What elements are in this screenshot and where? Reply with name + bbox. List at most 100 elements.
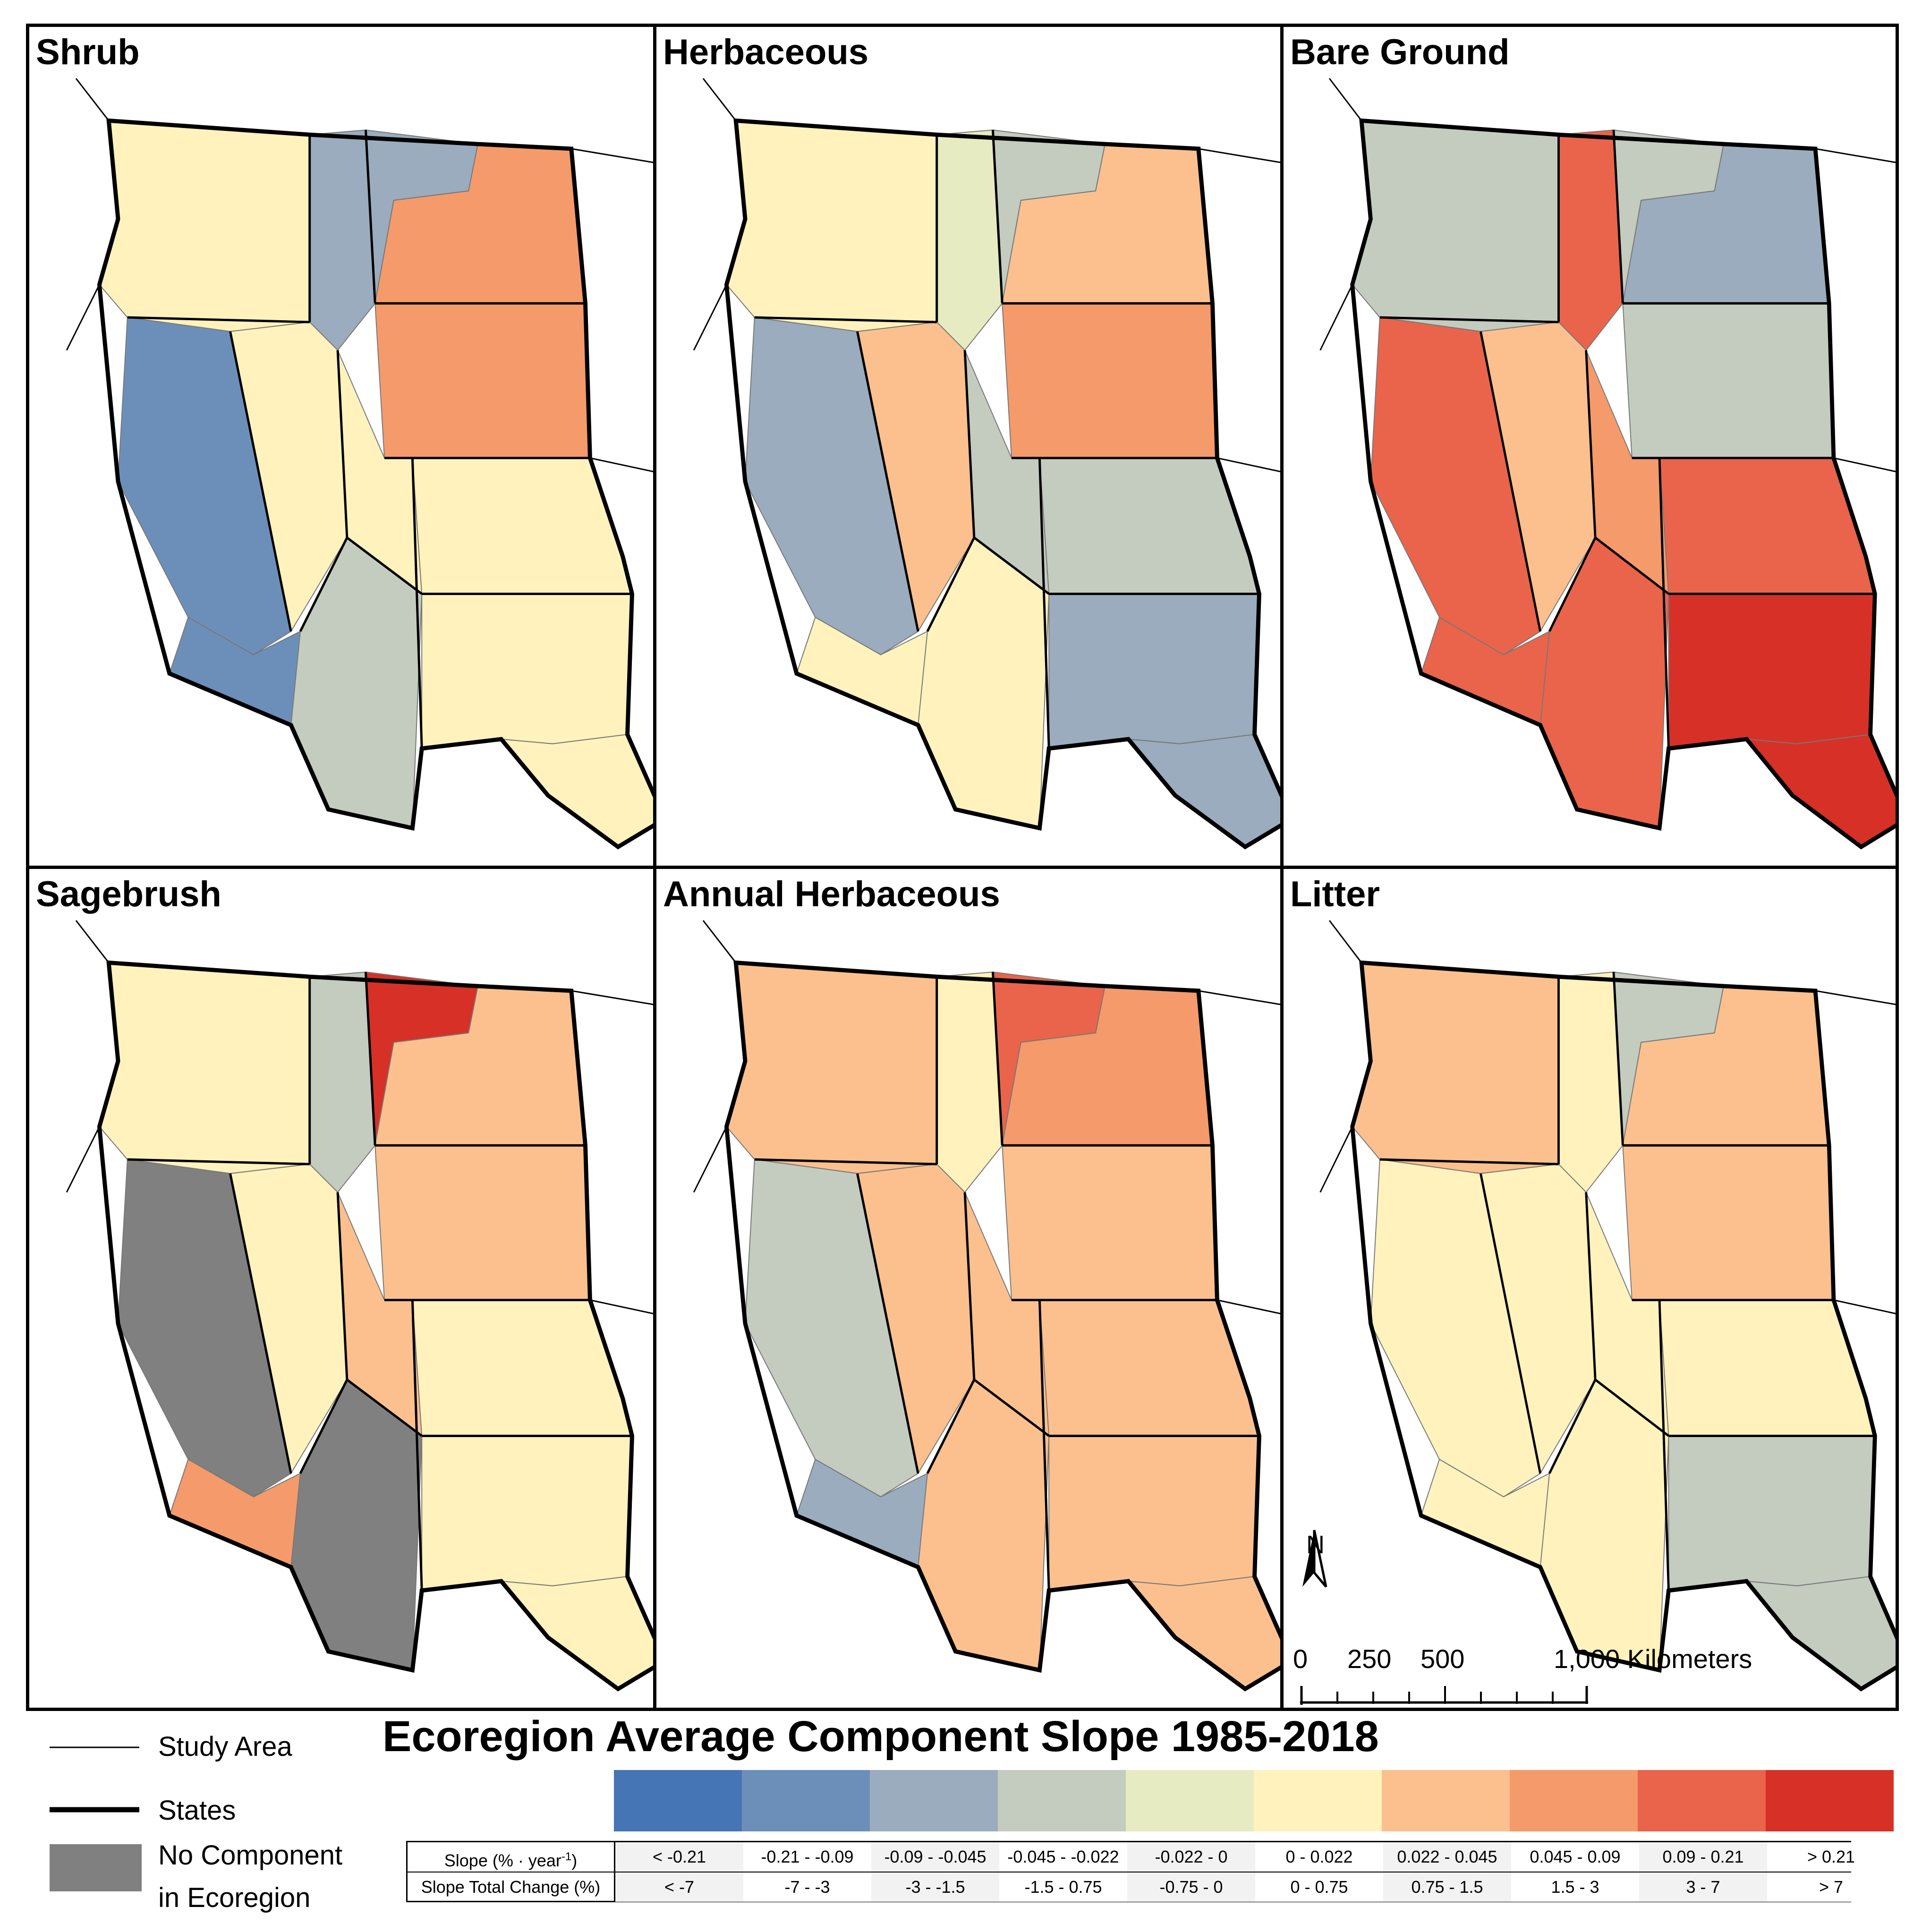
state-border (754, 316, 937, 323)
states-outline (724, 118, 1280, 850)
scale-label-0: 0 (1293, 1644, 1308, 1674)
study-area-line (1198, 990, 1280, 1005)
legend-total-cell-5: 0 - 0.75 (1255, 1872, 1383, 1902)
ecoregion-wy (374, 1145, 591, 1301)
scale-label-250: 250 (1347, 1644, 1392, 1674)
legend-no-component-2: in Ecoregion (158, 1882, 311, 1913)
scale-bar (1300, 1686, 1588, 1705)
legend-total-cell-6: 0.75 - 1.5 (1383, 1872, 1511, 1902)
ecoregion-idaho (1558, 129, 1624, 351)
panel-title: Sagebrush (36, 874, 221, 914)
panel-sagebrush: Sagebrush (26, 866, 656, 1711)
legend-total-cell-1: -7 - -3 (743, 1872, 871, 1902)
panel-herbaceous: Herbaceous (653, 24, 1284, 869)
state-border (364, 130, 376, 304)
state-border (1548, 1379, 1597, 1474)
legend-slope-cell-0: < -0.21 (615, 1842, 743, 1872)
ecoregion-nw (1352, 120, 1559, 332)
ecoregion-tx (1745, 1576, 1896, 1690)
ecoregion-nm (421, 1435, 633, 1592)
ecoregion-tx (1745, 734, 1896, 848)
ecoregion-tx (500, 734, 653, 848)
legend-slope-cell-5: 0 - 0.022 (1255, 1842, 1383, 1872)
panel-litter: Litter N 0 250 500 1,000 Kilometers (1280, 866, 1899, 1711)
study-area-line (590, 457, 653, 473)
study-area-line (1217, 1299, 1280, 1315)
legend-slope-cell-1: -0.21 - -0.09 (743, 1842, 871, 1872)
state-border (411, 1300, 423, 1591)
study-area-line (1815, 990, 1896, 1005)
study-area-line (1833, 1299, 1896, 1315)
legend-total-cell-2: -3 - -1.5 (871, 1872, 999, 1902)
ecoregion-wy (1622, 1145, 1834, 1301)
state-border (856, 1173, 919, 1474)
state-border (991, 130, 1004, 304)
legend-total-cell-9: > 7 (1767, 1872, 1895, 1902)
ecoregion-wy (1002, 1145, 1218, 1301)
legend-slope-cell-8: 0.09 - 0.21 (1639, 1842, 1767, 1872)
state-border (1480, 1173, 1542, 1474)
north-label: N (1306, 1531, 1325, 1559)
state-border (229, 1173, 292, 1474)
map-bare-ground (1319, 78, 1896, 850)
ecoregion-idaho (936, 129, 1003, 351)
legend-title: Ecoregion Average Component Slope 1985-2… (383, 1712, 1379, 1761)
legend-swatch-7 (1510, 1770, 1638, 1831)
legend-swatch-1 (742, 1770, 870, 1831)
states-outline (97, 118, 653, 850)
state-border (229, 331, 292, 632)
panel-title: Shrub (36, 32, 140, 72)
legend-table: Slope (% · year-1) < -0.21 -0.21 - -0.09-… (406, 1841, 1895, 1902)
panel-title: Litter (1290, 874, 1380, 914)
states-line-icon (50, 1807, 139, 1813)
panel-title: Herbaceous (663, 32, 869, 72)
legend-total-cell-3: -1.5 - 0.75 (999, 1872, 1127, 1902)
map-litter (1319, 920, 1896, 1692)
ecoregion-wy (374, 303, 591, 459)
legend-total-row: Slope Total Change (%) < -7 -7 - -3 -3 - -… (408, 1872, 1895, 1902)
ecoregion-nm (1048, 1435, 1260, 1592)
scale-label-500: 500 (1420, 1644, 1465, 1674)
ecoregion-idaho (936, 971, 1003, 1193)
legend-slope-cell-6: 0.022 - 0.045 (1383, 1842, 1511, 1872)
ecoregion-co (1039, 1299, 1260, 1437)
ecoregion-co (1659, 1299, 1876, 1437)
state-border (1548, 537, 1597, 632)
no-component-swatch (50, 1844, 142, 1891)
scale-label-1000: 1,000 Kilometers (1554, 1644, 1752, 1674)
panel-shrub: Shrub (26, 24, 656, 869)
legend-slope-row: Slope (% · year-1) < -0.21 -0.21 - -0.09-… (408, 1842, 1895, 1872)
state-border (991, 972, 1004, 1146)
ecoregion-co (1039, 457, 1260, 595)
map-annual-herbaceous (693, 920, 1280, 1692)
ecoregion-tx (500, 1576, 653, 1690)
legend-slope-cell-4: -0.022 - 0 (1127, 1842, 1255, 1872)
ecoregion-idaho (1558, 971, 1624, 1193)
state-border (127, 1158, 310, 1166)
ecoregion-idaho (309, 129, 376, 351)
state-border (411, 458, 423, 749)
study-area-line (571, 990, 653, 1005)
legend-slope-cell-9: > 0.21 (1767, 1842, 1895, 1872)
map-herbaceous (693, 78, 1280, 850)
legend-slope-cell-7: 0.045 - 0.09 (1511, 1842, 1639, 1872)
ecoregion-nw (99, 120, 310, 332)
legend-slope-cell-2: -0.09 - -0.045 (871, 1842, 999, 1872)
ecoregion-nm (1668, 593, 1876, 749)
ecoregion-nw (726, 120, 937, 332)
panel-bare-ground: Bare Ground (1280, 24, 1899, 869)
study-area-line (590, 1299, 653, 1315)
ecoregion-nw (1352, 962, 1559, 1174)
legend-no-component-1: No Component (158, 1840, 343, 1871)
ecoregion-nw (726, 962, 937, 1174)
slope-header-end: ) (571, 1851, 578, 1870)
state-border (926, 537, 976, 632)
legend-swatch-0 (614, 1770, 742, 1831)
state-border (1038, 1300, 1050, 1591)
ecoregion-nw (99, 962, 310, 1174)
map-sagebrush (66, 920, 653, 1692)
states-outline (97, 960, 653, 1692)
legend-swatch-8 (1638, 1770, 1766, 1831)
panel-title: Bare Ground (1290, 32, 1510, 72)
north-arrow-icon (1302, 1530, 1327, 1588)
